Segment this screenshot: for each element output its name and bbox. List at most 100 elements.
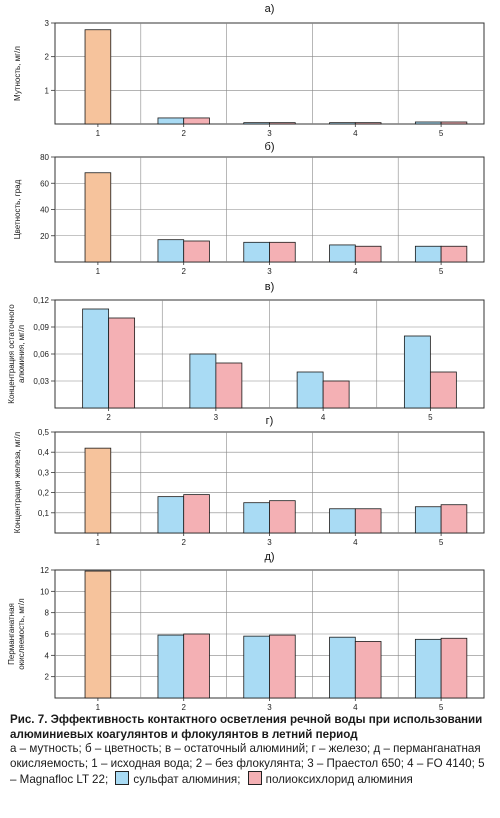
bar bbox=[354, 122, 382, 125]
x-tick-label: 5 bbox=[439, 129, 444, 138]
x-tick-label: 1 bbox=[96, 129, 101, 138]
bar bbox=[82, 308, 110, 409]
bar bbox=[183, 494, 210, 534]
x-tick-label: 4 bbox=[353, 129, 358, 138]
y-axis-label: Концентрация остаточного bbox=[7, 304, 16, 404]
bar bbox=[269, 634, 296, 699]
y-tick-label: 0,3 bbox=[38, 468, 50, 477]
chart-title: а) bbox=[265, 3, 275, 15]
y-tick-label: 6 bbox=[45, 630, 50, 639]
y-tick-label: 40 bbox=[40, 206, 49, 215]
x-tick-label: 2 bbox=[181, 267, 186, 276]
bar bbox=[243, 635, 270, 699]
x-tick-label: 2 bbox=[181, 538, 186, 547]
bar bbox=[440, 245, 468, 263]
bar bbox=[329, 122, 356, 125]
y-tick-label: 0,12 bbox=[33, 296, 49, 305]
y-tick-label: 20 bbox=[40, 232, 49, 241]
bar bbox=[108, 317, 136, 409]
x-tick-label: 2 bbox=[106, 413, 111, 422]
y-tick-label: 80 bbox=[40, 153, 49, 162]
bar bbox=[84, 570, 112, 699]
x-tick-label: 4 bbox=[353, 538, 358, 547]
y-tick-label: 1 bbox=[45, 86, 50, 95]
y-tick-label: 2 bbox=[45, 53, 50, 62]
y-tick-label: 10 bbox=[40, 587, 49, 596]
bar bbox=[403, 335, 431, 409]
y-tick-label: 3 bbox=[45, 19, 50, 28]
y-tick-label: 0,06 bbox=[33, 350, 49, 359]
x-tick-label: 3 bbox=[267, 703, 272, 712]
x-tick-label: 5 bbox=[439, 267, 444, 276]
y-tick-label: 8 bbox=[45, 609, 50, 618]
y-tick-label: 0,03 bbox=[33, 377, 49, 386]
y-tick-label: 4 bbox=[45, 651, 50, 660]
bar bbox=[189, 353, 217, 409]
bar bbox=[84, 29, 112, 125]
bar bbox=[157, 117, 185, 125]
chart-title: в) bbox=[265, 281, 275, 293]
chart-panel-4: 0,1 0,2 0,3 0,4 0,5 1 2 3 4 5 г) Концентрация желез… bbox=[13, 415, 485, 547]
bar bbox=[243, 241, 270, 263]
chart-panel-1: 1 2 3 1 2 3 4 5 а) Мутность, мг/л bbox=[13, 3, 485, 138]
legend-swatch-polyoxy bbox=[247, 771, 262, 786]
bar bbox=[440, 637, 468, 699]
bar bbox=[414, 638, 442, 699]
x-tick-label: 3 bbox=[267, 267, 272, 276]
x-tick-label: 3 bbox=[267, 129, 272, 138]
x-tick-label: 3 bbox=[267, 538, 272, 547]
x-tick-label: 5 bbox=[439, 538, 444, 547]
x-tick-label: 3 bbox=[214, 413, 219, 422]
chart-title: д) bbox=[264, 551, 274, 563]
x-tick-label: 5 bbox=[439, 703, 444, 712]
x-tick-label: 1 bbox=[96, 267, 101, 276]
bar bbox=[354, 508, 382, 534]
y-tick-label: 2 bbox=[45, 673, 50, 682]
caption-body: а – мутность; б – цветность; в – остаточ… bbox=[10, 742, 485, 787]
chart-title: б) bbox=[265, 141, 275, 153]
y-tick-label: 0,09 bbox=[33, 323, 49, 332]
bar bbox=[269, 500, 296, 534]
x-tick-label: 2 bbox=[181, 129, 186, 138]
bar bbox=[414, 245, 442, 263]
bar bbox=[269, 122, 296, 125]
bar bbox=[84, 172, 112, 263]
y-tick-label: 0,4 bbox=[38, 448, 50, 457]
legend-label-sulfate: сульфат алюминия; bbox=[133, 773, 241, 787]
y-axis-label: Концентрация железа, мг/л bbox=[13, 431, 22, 533]
bar bbox=[414, 506, 442, 534]
bar bbox=[243, 122, 270, 125]
x-tick-label: 4 bbox=[353, 703, 358, 712]
bar bbox=[414, 121, 442, 125]
bar bbox=[440, 121, 468, 125]
y-tick-label: 60 bbox=[40, 179, 49, 188]
x-tick-label: 2 bbox=[181, 703, 186, 712]
bar bbox=[157, 496, 185, 534]
chart-title: г) bbox=[266, 415, 274, 427]
x-tick-label: 5 bbox=[428, 413, 433, 422]
bar bbox=[269, 241, 296, 263]
legend-swatch-sulfate bbox=[115, 771, 130, 786]
chart-panel-3: 0,03 0,06 0,09 0,12 2 3 4 5 в) Концентрация остат… bbox=[7, 281, 485, 422]
bar bbox=[215, 362, 243, 409]
y-axis-label: Перманганатная bbox=[7, 603, 16, 665]
y-tick-label: 12 bbox=[40, 566, 49, 575]
bar bbox=[84, 447, 112, 534]
bar bbox=[296, 371, 324, 409]
y-axis-label: Цветность, град bbox=[13, 179, 22, 239]
bar bbox=[183, 117, 210, 125]
bar bbox=[354, 245, 382, 263]
y-axis-label: окисляемость, мг/л bbox=[17, 598, 26, 670]
legend-label-polyoxy: полиоксихлорид алюминия bbox=[265, 773, 413, 787]
bar bbox=[440, 504, 468, 534]
caption-title: Рис. 7. Эффективность контактного осветл… bbox=[10, 713, 483, 741]
bar bbox=[322, 380, 350, 409]
y-axis-label: алюминия, мг/л bbox=[17, 325, 26, 383]
bar bbox=[157, 634, 185, 699]
y-tick-label: 0,1 bbox=[38, 509, 50, 518]
x-tick-label: 1 bbox=[96, 703, 101, 712]
bar bbox=[157, 239, 185, 263]
bar bbox=[183, 240, 210, 263]
y-tick-label: 0,5 bbox=[38, 428, 50, 437]
